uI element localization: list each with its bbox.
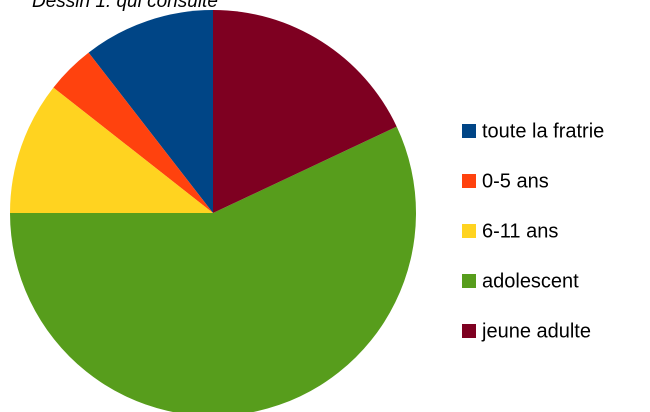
legend-swatch (462, 324, 476, 338)
legend-label: jeune adulte (481, 320, 591, 342)
legend-label: 0-5 ans (482, 170, 549, 192)
pie-slice (213, 10, 397, 213)
pie-slice (10, 126, 416, 412)
legend-label: adolescent (482, 270, 579, 292)
legend-swatch (462, 224, 476, 238)
pie-slice (88, 10, 213, 213)
pie-slice (53, 52, 213, 213)
legend-label: toute la fratrie (482, 120, 604, 142)
chart-title: Dessin 1: qui consulte (32, 0, 218, 12)
legend-swatch (462, 124, 476, 138)
legend-swatch (462, 274, 476, 288)
legend-label: 6-11 ans (482, 220, 558, 242)
pie-slice (10, 87, 213, 213)
legend-swatch (462, 174, 476, 188)
